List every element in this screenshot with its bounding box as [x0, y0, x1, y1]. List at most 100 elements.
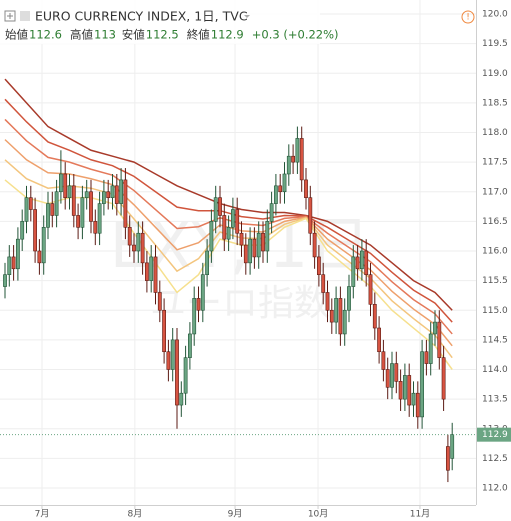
candle-body [80, 197, 85, 228]
candle-body [33, 209, 38, 252]
candle-body [243, 244, 248, 264]
x-tick-label: 7月 [35, 509, 50, 520]
y-tick-label: 116.5 [482, 217, 508, 227]
plot [0, 78, 476, 483]
ohlc-label: 安値 [122, 28, 145, 42]
candle-body [28, 197, 33, 210]
y-tick-label: 117.5 [482, 158, 508, 168]
candle-body [239, 232, 244, 246]
candle-body [351, 256, 356, 287]
collapse-icon[interactable] [4, 10, 16, 22]
moving-average [4, 139, 453, 347]
candle-body [304, 179, 308, 198]
y-tick-label: 118.0 [482, 128, 508, 138]
candle-body [433, 321, 437, 335]
ohlc-value: 112.6 [29, 28, 62, 42]
candle-body [149, 256, 154, 281]
candle-body [372, 304, 377, 329]
candle-body [76, 215, 81, 228]
candle-body [411, 392, 416, 406]
candle-body [299, 138, 304, 181]
candle-body [20, 221, 25, 240]
watermark: ユーロ指数 [150, 283, 330, 324]
collapse-icon [7, 13, 13, 19]
candle-body [175, 339, 179, 406]
axes: 112.0112.5113.0113.5114.0114.5115.0115.5… [35, 10, 511, 520]
candle-body [385, 369, 390, 388]
candle-body [3, 274, 7, 287]
candle-body [291, 155, 296, 163]
y-tick-label: 120.0 [482, 10, 508, 20]
candle-body [15, 238, 20, 270]
candle-body [136, 232, 141, 252]
candle-body [342, 309, 347, 335]
candle-body [196, 298, 201, 311]
candle-body [316, 256, 321, 275]
y-tick-label: 118.5 [482, 98, 508, 108]
candle-body [407, 375, 412, 406]
candle-body [50, 203, 55, 216]
candle-body [226, 227, 231, 240]
candle-body [188, 333, 192, 358]
candle-body [183, 357, 188, 394]
candle-body [46, 203, 50, 228]
candle-body [58, 173, 63, 193]
candle-body [213, 197, 218, 222]
candle-body [157, 292, 162, 311]
candle-body [110, 185, 115, 198]
x-tick-label: 9月 [228, 509, 243, 520]
candle-body [445, 446, 450, 471]
candle-body [368, 274, 373, 305]
y-tick-label: 115.0 [482, 306, 508, 316]
chart-title: EURO CURRENCY INDEX, 1日, TVC [35, 9, 248, 24]
ohlc-legend: 始値 112.6 高値 113 安値 112.5 終値 112.9 +0.3 (+0.22%) [5, 28, 339, 42]
candle-body [424, 351, 429, 364]
ohlc-value: 112.9 [211, 28, 244, 42]
candle-body [166, 351, 171, 370]
ohlc-label: 高値 [70, 28, 93, 42]
candle-body [437, 321, 442, 358]
candle-body [398, 381, 403, 400]
candle-body [278, 185, 283, 193]
candle-body [402, 375, 407, 400]
candle-body [67, 185, 72, 198]
candle-body [334, 298, 339, 323]
candle-body [441, 357, 446, 400]
symbol-icon [20, 11, 30, 21]
candle-body [89, 191, 93, 222]
candle-body [106, 191, 111, 198]
candle-body [145, 262, 149, 281]
candle-body [93, 221, 98, 234]
alert-icon-mark: ! [466, 13, 470, 23]
moving-average [4, 98, 453, 323]
candle-body [218, 197, 222, 216]
candle-body [420, 351, 425, 418]
candle-body [265, 221, 270, 252]
candle-body [308, 197, 313, 234]
candle-body [321, 274, 326, 293]
ohlc-label: 始値 [5, 28, 28, 42]
candle-body [261, 232, 265, 252]
y-tick-label: 114.0 [482, 365, 508, 375]
candle-body [24, 197, 29, 222]
candle-body [355, 256, 360, 270]
candle-body [252, 238, 257, 258]
y-tick-label: 116.0 [482, 247, 508, 257]
candle-body [119, 179, 124, 204]
candle-body [153, 256, 158, 293]
alert-icon[interactable] [461, 10, 475, 24]
y-tick-label: 117.0 [482, 187, 508, 197]
candle-body [381, 351, 386, 370]
candle-body [377, 327, 382, 353]
candle-body [231, 209, 235, 228]
candle-body [179, 392, 184, 406]
candle-body [102, 191, 106, 204]
menu-arrow[interactable] [244, 15, 250, 18]
candle-body [394, 363, 399, 382]
moving-average [4, 78, 453, 311]
candle-body [286, 155, 291, 175]
candle-body [162, 309, 167, 353]
candle-body [269, 203, 274, 222]
candle-body [347, 286, 351, 311]
